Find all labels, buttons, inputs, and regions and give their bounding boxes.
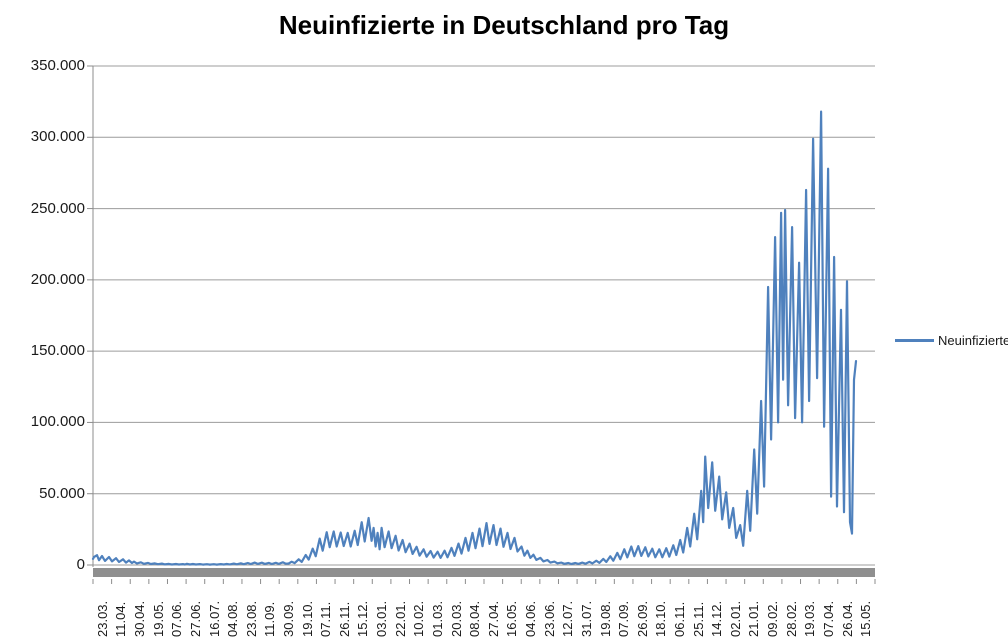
x-axis-label: 20.03.	[448, 600, 464, 637]
y-axis-label: 50.000	[39, 484, 85, 502]
x-axis-label: 03.01.	[374, 600, 390, 637]
x-axis-label: 07.11.	[318, 601, 334, 637]
chart-title: Neuinfizierte in Deutschland pro Tag	[278, 10, 730, 40]
x-axis-label: 11.09.	[262, 601, 278, 637]
x-axis-label: 19.05.	[150, 600, 166, 637]
x-axis-label: 15.05.	[858, 600, 874, 637]
x-axis-label: 01.03.	[429, 600, 445, 637]
x-axis-band	[93, 568, 875, 577]
x-axis-label: 23.06.	[541, 600, 557, 637]
x-axis-label: 30.09.	[281, 600, 296, 637]
y-axis-label: 200.000	[30, 270, 85, 288]
legend-line-sample-icon	[895, 339, 934, 342]
x-axis-label: 08.04.	[467, 600, 483, 637]
x-axis-label: 27.06.	[187, 600, 203, 637]
y-axis-label: 300.000	[30, 128, 85, 146]
y-axis-label: 100.000	[30, 413, 85, 431]
x-axis-label: 15.12.	[355, 600, 371, 637]
x-axis-label: 07.04.	[820, 600, 836, 637]
x-axis-label: 18.10.	[653, 600, 669, 637]
x-axis-label: 26.11.	[336, 601, 352, 637]
x-axis-label: 11.04.	[113, 601, 129, 637]
legend-label: Neuinfizierte	[938, 333, 1008, 348]
series-line-neuinfizierte	[91, 110, 858, 566]
x-axis-label: 27.04.	[485, 600, 501, 637]
x-axis-label: 26.04.	[839, 600, 855, 637]
x-axis-label: 23.03.	[94, 600, 110, 637]
x-axis-label: 07.06.	[169, 600, 185, 637]
x-axis-label: 12.07.	[560, 600, 576, 637]
y-axis-label: 0	[76, 556, 85, 573]
x-axis-label: 28.02.	[783, 600, 799, 637]
x-axis-label: 16.07.	[206, 600, 222, 637]
x-axis-label: 04.08.	[225, 600, 241, 637]
y-axis-label: 150.000	[30, 342, 85, 360]
x-axis-label: 10.02.	[411, 600, 427, 637]
x-axis-label: 19.03.	[802, 600, 818, 637]
x-axis-label: 04.06.	[523, 600, 539, 637]
x-axis-label: 09.02.	[765, 600, 781, 637]
x-axis-label: 19.10.	[299, 600, 315, 637]
x-axis-label: 16.05.	[504, 600, 520, 637]
x-axis-label: 14.12.	[709, 600, 725, 637]
x-axis-label: 30.04.	[132, 600, 148, 637]
x-axis-label: 31.07.	[578, 600, 594, 637]
x-axis-label: 07.09.	[616, 600, 632, 637]
y-axis-label: 350.000	[30, 57, 85, 74]
x-axis-label: 02.01.	[727, 600, 743, 637]
x-axis-label: 23.08.	[243, 600, 259, 637]
x-axis-label: 26.09.	[634, 600, 650, 637]
x-axis-label: 06.11.	[672, 601, 687, 637]
x-axis-label: 21.01.	[746, 600, 762, 637]
x-axis-label: 22.01.	[392, 600, 408, 637]
legend: Neuinfizierte	[895, 333, 1008, 348]
x-axis-label: 19.08.	[597, 600, 613, 637]
x-axis-label: 25.11.	[690, 601, 706, 637]
y-axis-label: 250.000	[30, 199, 85, 217]
